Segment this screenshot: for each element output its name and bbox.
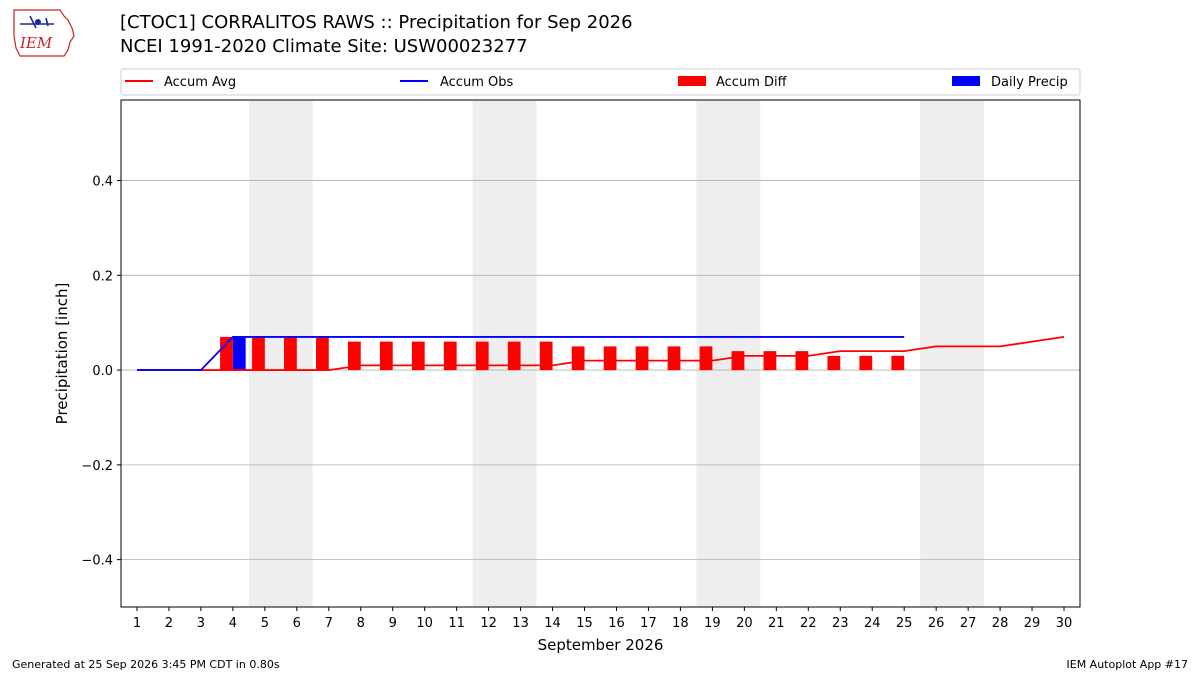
x-tick-label: 13 — [512, 616, 529, 631]
x-tick-label: 9 — [389, 616, 397, 631]
x-tick-label: 19 — [704, 616, 721, 631]
legend-label: Accum Avg — [164, 75, 236, 90]
accum-diff-bar — [667, 346, 681, 371]
iem-logo: IEM — [13, 9, 75, 57]
x-tick-label: 12 — [480, 616, 497, 631]
y-tick-label: 0.0 — [92, 364, 113, 379]
x-axis-label: September 2026 — [538, 636, 664, 654]
accum-diff-bar — [603, 346, 617, 371]
accum-diff-bar — [859, 355, 873, 371]
legend: Accum Avg Accum Obs Accum Diff Daily Precip — [120, 68, 1081, 96]
plot-area-frame — [120, 99, 1081, 608]
x-tick-label: 30 — [1056, 616, 1073, 631]
x-tick-label: 1 — [133, 616, 141, 631]
app-footer: IEM Autoplot App #17 — [1066, 658, 1189, 671]
x-tick-label: 25 — [896, 616, 913, 631]
accum-diff-bar — [475, 341, 489, 371]
x-tick-label: 7 — [325, 616, 333, 631]
accum-diff-bar — [635, 346, 649, 371]
x-tick-label: 8 — [357, 616, 365, 631]
x-tick-label: 17 — [640, 616, 657, 631]
accum-obs-line — [136, 336, 905, 371]
accum-diff-bar — [347, 341, 361, 371]
accum-avg-line — [136, 336, 1065, 371]
x-tick-label: 2 — [165, 616, 173, 631]
accum-diff-bar — [763, 351, 777, 371]
x-tick-label: 18 — [672, 616, 689, 631]
y-tick-label: 0.2 — [92, 269, 113, 284]
x-tick-label: 14 — [544, 616, 561, 631]
accum-diff-bar — [891, 355, 905, 371]
x-tick-label: 28 — [992, 616, 1009, 631]
legend-swatch — [952, 76, 980, 86]
legend-swatch — [678, 76, 706, 86]
x-tick-label: 27 — [960, 616, 977, 631]
x-axis: 1 2 3 4 5 6 7 8 9 10 11 12 13 14 15 16 17 18 19 20 21 22 23 24 2… — [133, 607, 1072, 631]
x-tick-label: 29 — [1024, 616, 1041, 631]
accum-diff-bar — [827, 355, 841, 371]
accum-diff-bar — [699, 346, 713, 371]
x-tick-label: 5 — [261, 616, 269, 631]
x-tick-label: 10 — [416, 616, 433, 631]
accum-diff-bar — [284, 336, 297, 371]
x-tick-label: 4 — [229, 616, 237, 631]
daily-precip-bar — [232, 336, 246, 371]
x-tick-label: 26 — [928, 616, 945, 631]
chart-title: [CTOC1] CORRALITOS RAWS :: Precipitation… — [120, 12, 633, 33]
x-tick-label: 11 — [448, 616, 465, 631]
legend-label: Accum Diff — [716, 75, 788, 90]
accum-diff-bar — [795, 351, 809, 371]
x-tick-label: 3 — [197, 616, 205, 631]
accum-diff-bar — [220, 336, 233, 371]
weekend-band — [920, 100, 985, 607]
x-tick-label: 21 — [768, 616, 785, 631]
accum-diff-bar — [443, 341, 457, 371]
x-tick-label: 20 — [736, 616, 753, 631]
y-axis: −0.4 −0.2 0.0 0.2 0.4 — [81, 175, 121, 569]
chart-subtitle: NCEI 1991-2020 Climate Site: USW00023277 — [120, 36, 528, 57]
x-tick-label: 16 — [608, 616, 625, 631]
accum-diff-bar — [379, 341, 393, 371]
legend-box — [120, 68, 1081, 96]
accum-diff-bar — [507, 341, 521, 371]
accum-diff-bar — [411, 341, 425, 371]
accum-diff-bar — [252, 336, 265, 371]
line-series — [136, 336, 1065, 371]
bar-series — [220, 336, 905, 371]
legend-label: Daily Precip — [991, 75, 1068, 90]
x-tick-label: 24 — [864, 616, 881, 631]
logo-text: IEM — [19, 34, 53, 52]
accum-diff-bar — [731, 351, 745, 371]
y-tick-label: −0.4 — [81, 554, 113, 569]
generated-footer: Generated at 25 Sep 2026 3:45 PM CDT in … — [12, 658, 280, 671]
x-tick-label: 6 — [293, 616, 301, 631]
accum-diff-bar — [571, 346, 585, 371]
x-tick-label: 23 — [832, 616, 849, 631]
y-tick-label: −0.2 — [81, 459, 113, 474]
x-tick-label: 15 — [576, 616, 593, 631]
y-axis-label: Precipitation [inch] — [53, 283, 71, 425]
legend-label: Accum Obs — [440, 75, 513, 90]
accum-diff-bar — [539, 341, 553, 371]
y-tick-label: 0.4 — [92, 175, 113, 190]
x-tick-label: 22 — [800, 616, 817, 631]
accum-diff-bar — [315, 336, 329, 371]
